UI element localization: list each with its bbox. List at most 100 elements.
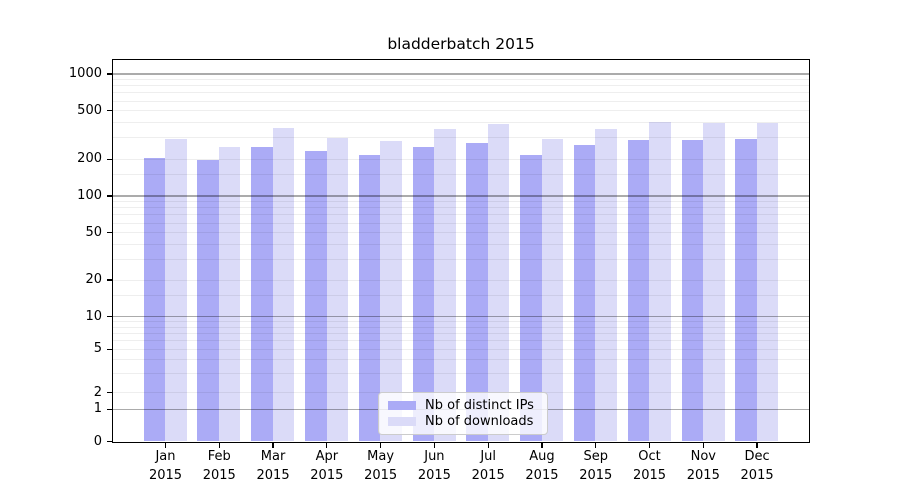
y-tick-label: 500 bbox=[77, 102, 102, 118]
gridline-minor bbox=[113, 85, 809, 87]
bar-distinct-ips-may bbox=[358, 155, 381, 442]
bar-distinct-ips-jul bbox=[466, 143, 488, 442]
y-tick bbox=[106, 232, 113, 234]
bar-downloads-apr bbox=[326, 138, 349, 442]
y-tick-label: 5 bbox=[93, 341, 102, 357]
x-tick-year: 2015 bbox=[740, 468, 774, 483]
bar-downloads-feb bbox=[218, 147, 241, 442]
y-tick bbox=[106, 73, 113, 75]
legend-label-downloads: Nb of downloads bbox=[425, 414, 534, 429]
bar-downloads-jan bbox=[165, 139, 187, 442]
x-tick-label: Sep 2015 bbox=[564, 447, 628, 485]
x-tick-month: Aug bbox=[529, 449, 555, 464]
legend-swatch-downloads bbox=[388, 417, 416, 426]
x-tick-year: 2015 bbox=[202, 468, 236, 483]
x-tick-label: Dec 2015 bbox=[725, 447, 789, 485]
x-tick-year: 2015 bbox=[471, 468, 505, 483]
x-tick-year: 2015 bbox=[525, 468, 559, 483]
bar-downloads-dec bbox=[756, 123, 779, 442]
legend: Nb of distinct IPs Nb of downloads bbox=[378, 392, 548, 435]
x-tick-label: May 2015 bbox=[349, 447, 413, 485]
x-tick-month: Jun bbox=[424, 449, 445, 464]
gridline-minor bbox=[113, 92, 809, 94]
x-tick-label: Feb 2015 bbox=[187, 447, 251, 485]
y-tick bbox=[106, 440, 113, 443]
bar-distinct-ips-nov bbox=[681, 139, 703, 442]
bar-distinct-ips-jan bbox=[143, 158, 166, 442]
plot-area bbox=[112, 59, 810, 443]
x-tick bbox=[541, 442, 543, 448]
y-tick bbox=[106, 110, 113, 112]
x-tick-month: Sep bbox=[583, 449, 608, 464]
x-tick-label: Aug 2015 bbox=[510, 447, 574, 485]
x-tick-label: Apr 2015 bbox=[295, 447, 359, 485]
x-tick-month: Feb bbox=[207, 449, 231, 464]
x-tick-month: Mar bbox=[260, 449, 286, 464]
x-tick-month: May bbox=[367, 449, 395, 464]
x-tick-year: 2015 bbox=[310, 468, 344, 483]
x-tick-month: Nov bbox=[690, 449, 716, 464]
bar-downloads-nov bbox=[703, 123, 725, 442]
x-tick bbox=[433, 442, 436, 448]
x-tick-month: Dec bbox=[744, 449, 770, 464]
legend-label-distinct-ips: Nb of distinct IPs bbox=[425, 398, 534, 413]
bar-distinct-ips-dec bbox=[735, 138, 757, 442]
x-tick-label: Nov 2015 bbox=[671, 447, 735, 485]
x-tick bbox=[272, 442, 274, 448]
x-tick-month: Apr bbox=[315, 449, 339, 464]
bar-distinct-ips-aug bbox=[520, 154, 542, 442]
y-tick bbox=[106, 195, 113, 197]
y-tick bbox=[106, 279, 113, 281]
legend-item-distinct-ips: Nb of distinct IPs bbox=[388, 398, 538, 413]
legend-item-downloads: Nb of downloads bbox=[388, 414, 538, 429]
x-tick-year: 2015 bbox=[256, 468, 290, 483]
x-tick bbox=[756, 442, 758, 448]
x-tick bbox=[218, 442, 220, 448]
x-tick-month: Jan bbox=[155, 449, 176, 464]
x-tick-label: Oct 2015 bbox=[618, 447, 682, 485]
y-tick-label: 50 bbox=[85, 224, 102, 240]
legend-swatch-distinct-ips bbox=[388, 401, 416, 410]
x-tick bbox=[702, 442, 704, 448]
bar-distinct-ips-apr bbox=[305, 150, 327, 442]
x-tick-year: 2015 bbox=[364, 468, 398, 483]
x-tick bbox=[164, 442, 167, 448]
x-tick bbox=[379, 442, 382, 448]
bar-downloads-jul bbox=[487, 123, 510, 442]
y-tick bbox=[106, 408, 113, 410]
y-tick bbox=[106, 316, 113, 318]
bar-downloads-aug bbox=[541, 139, 564, 442]
x-tick bbox=[648, 442, 651, 448]
bar-distinct-ips-jun bbox=[412, 147, 435, 442]
y-tick-label: 20 bbox=[85, 272, 102, 287]
y-tick bbox=[106, 158, 113, 160]
x-tick-year: 2015 bbox=[148, 468, 183, 483]
bar-distinct-ips-oct bbox=[627, 139, 650, 442]
x-tick-year: 2015 bbox=[632, 468, 667, 483]
gridline-minor bbox=[113, 100, 809, 102]
y-tick bbox=[106, 348, 113, 350]
gridline-minor bbox=[113, 110, 809, 112]
y-tick-label: 0 bbox=[93, 433, 102, 449]
y-tick-label: 200 bbox=[77, 151, 102, 167]
y-tick-label: 1000 bbox=[68, 66, 102, 81]
x-tick-label: Jan 2015 bbox=[134, 447, 198, 485]
y-tick-label: 100 bbox=[77, 188, 102, 203]
bar-downloads-may bbox=[380, 141, 402, 442]
y-tick-label: 1 bbox=[93, 401, 102, 417]
x-tick-label: Mar 2015 bbox=[241, 447, 305, 485]
x-tick-year: 2015 bbox=[417, 468, 451, 483]
x-tick bbox=[487, 442, 489, 448]
x-tick-month: Jul bbox=[480, 449, 497, 464]
x-tick-year: 2015 bbox=[579, 468, 613, 483]
bar-downloads-sep bbox=[595, 129, 617, 442]
y-tick-label: 2 bbox=[93, 384, 102, 400]
bar-downloads-jun bbox=[434, 129, 456, 442]
x-tick-month: Oct bbox=[638, 449, 661, 464]
chart-title: bladderbatch 2015 bbox=[387, 35, 535, 53]
x-tick-label: Jun 2015 bbox=[402, 447, 466, 485]
bar-distinct-ips-mar bbox=[251, 147, 273, 442]
gridline-minor bbox=[113, 79, 809, 81]
bar-distinct-ips-feb bbox=[197, 159, 219, 442]
